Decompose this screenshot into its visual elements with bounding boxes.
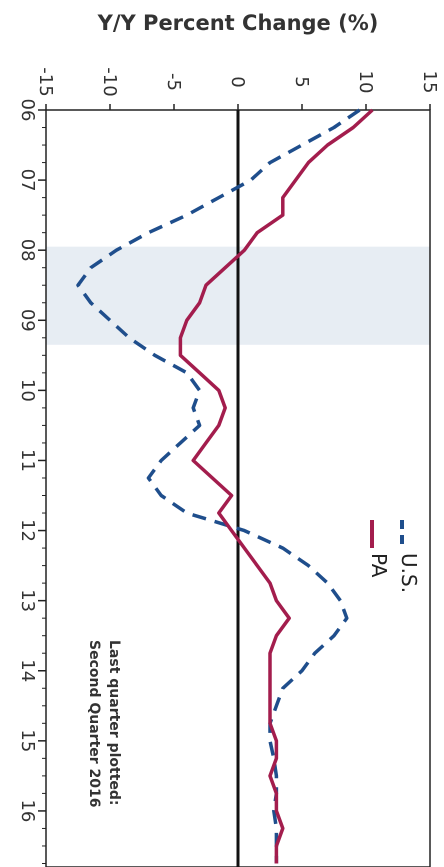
time-axis-tick-label: 14: [17, 659, 38, 682]
time-axis-tick-label: 10: [17, 379, 38, 402]
value-axis-tick-label: -5: [163, 73, 184, 91]
time-axis-tick-label: 15: [17, 729, 38, 752]
chart-title: Y/Y Percent Change (%): [97, 11, 379, 35]
annotation-line: Last quarter plotted:: [106, 640, 122, 806]
time-axis-tick-label: 08: [17, 239, 38, 262]
legend: U.S.PA: [367, 520, 421, 593]
time-axis-tick-label: 06: [17, 99, 38, 122]
time-axis-tick-label: 13: [17, 589, 38, 612]
time-axis-tick-label: 07: [17, 169, 38, 192]
plot-area: -15 -10 -5 0 5 10 15 06 07 08 09 10 11 12 13 14 15 16: [17, 67, 440, 867]
value-axis-tick-label: -15: [35, 67, 56, 96]
last-quarter-annotation: Last quarter plotted:Second Quarter 2016: [86, 640, 122, 808]
time-axis-tick-label: 16: [17, 799, 38, 822]
value-axis-tick-label: 15: [419, 71, 440, 94]
value-axis-tick-label: -10: [99, 67, 120, 96]
series-line-pa: [178, 108, 374, 864]
legend-label: PA: [367, 553, 391, 578]
value-axis-tick-label: 10: [355, 71, 376, 94]
time-axis-tick-label: 12: [17, 519, 38, 542]
time-axis-tick-label: 09: [17, 309, 38, 332]
value-axis-tick-label: 0: [227, 76, 248, 87]
legend-label: U.S.: [397, 553, 421, 593]
annotation-line: Second Quarter 2016: [86, 640, 102, 808]
value-axis-tick-label: 5: [291, 76, 312, 87]
time-axis-tick-label: 11: [17, 449, 38, 472]
